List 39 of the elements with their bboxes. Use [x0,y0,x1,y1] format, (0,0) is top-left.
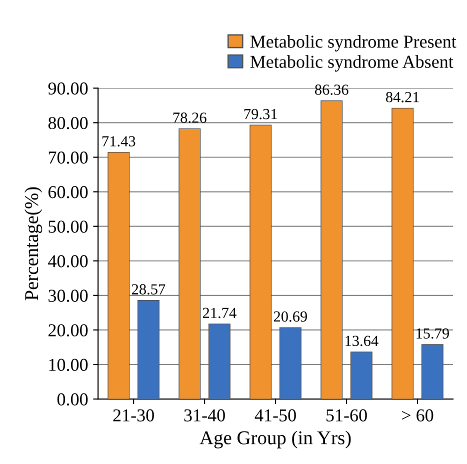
data-label: 79.31 [244,108,277,120]
data-label: 86.36 [315,84,348,95]
y-axis-title: Percentage(%) [24,187,42,300]
y-tick-label: 60.00 [48,186,88,198]
data-label: 84.21 [386,92,419,102]
y-tick-label: 10.00 [49,358,88,372]
y-tick-label: 90.00 [48,82,88,95]
y-tick-label: 80.00 [48,116,88,130]
bar [350,352,372,400]
y-tick-label: 50.00 [48,220,88,233]
y-tick-label: 20.00 [48,324,88,336]
bar [208,324,230,400]
y-tick-label: 0.00 [57,393,88,406]
x-tick-label: 31-40 [184,409,225,422]
data-label: 78.26 [173,112,206,123]
data-label: 15.79 [416,328,449,339]
bar [178,128,201,400]
x-axis-title: Age Group (in Yrs) [200,430,351,448]
bar [137,300,160,400]
data-label: 21.74 [202,308,236,318]
x-tick-label: 21-30 [113,409,154,422]
bar [250,124,272,400]
x-tick-label: 41-50 [254,409,296,422]
x-tick-label: 51-60 [326,409,367,422]
legend-label: Metabolic syndrome Present [250,35,456,52]
y-tick-label: 70.00 [48,152,88,164]
legend-label: Metabolic syndrome Absent [250,55,454,72]
bar [421,344,444,400]
data-label: 13.64 [346,336,378,346]
y-tick-label: 30.00 [48,290,88,302]
y-tick-label: 40.00 [48,255,88,268]
x-tick-label: > 60 [402,409,434,422]
bar [108,152,130,400]
data-label: 28.57 [132,284,166,295]
bar [279,327,302,400]
data-label: 20.69 [274,311,307,322]
data-label: 71.43 [102,136,136,146]
bar [392,108,414,400]
bar [320,100,343,400]
